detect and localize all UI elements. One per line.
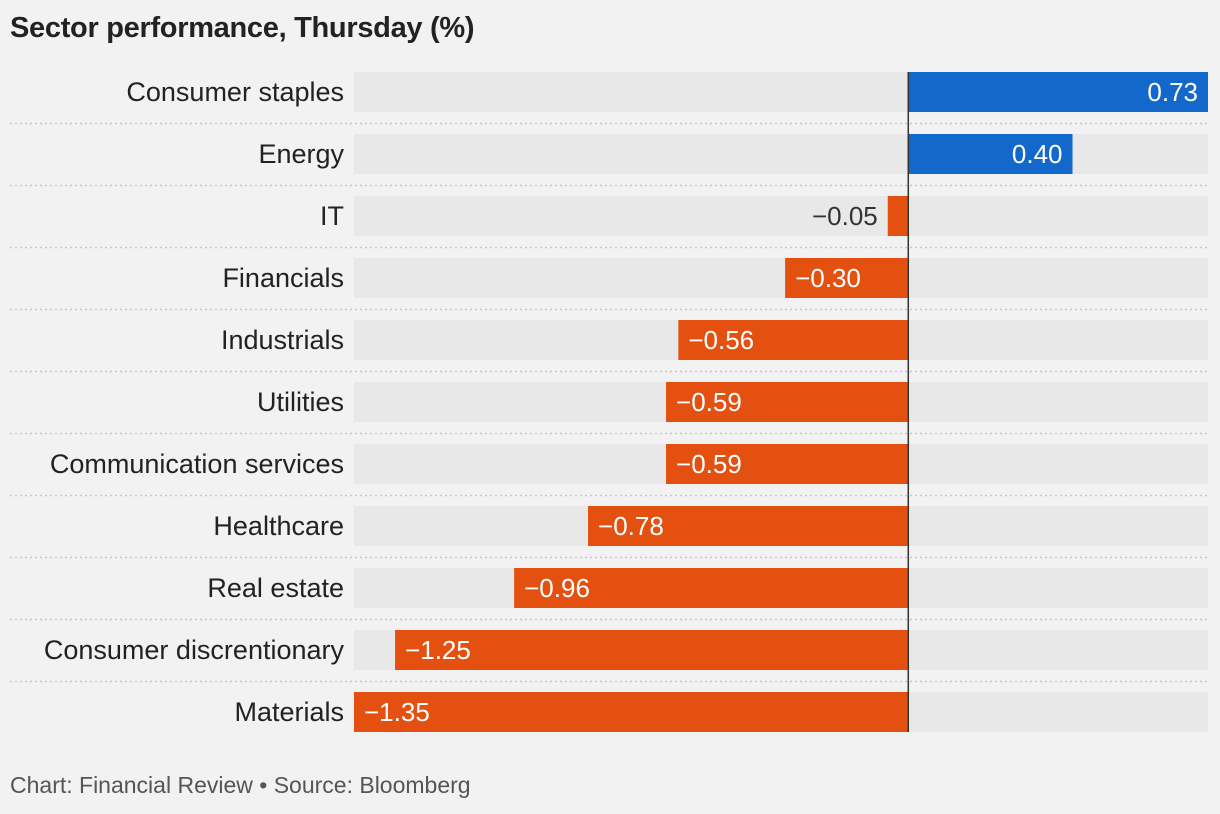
value-label: −1.35 — [364, 697, 430, 727]
value-label: −0.96 — [524, 573, 590, 603]
bar-row: Financials −0.30 — [10, 258, 1208, 311]
negative-bar — [514, 568, 909, 608]
value-label: −1.25 — [405, 635, 471, 665]
category-label: Utilities — [257, 387, 344, 417]
bar-row: Consumer discrentionary −1.25 — [10, 630, 1208, 683]
category-label: Energy — [258, 139, 344, 169]
category-label: IT — [320, 201, 344, 231]
bar-row: Energy 0.40 — [10, 134, 1208, 187]
negative-bar — [395, 630, 909, 670]
negative-bar — [588, 506, 909, 546]
value-label: −0.59 — [676, 387, 742, 417]
category-label: Industrials — [221, 325, 344, 355]
bar-row: Communication services −0.59 — [10, 444, 1208, 497]
chart-title: Sector performance, Thursday (%) — [10, 12, 475, 44]
negative-bar — [666, 382, 909, 422]
bar-row: Utilities −0.59 — [10, 382, 1208, 435]
value-label: −0.56 — [688, 325, 754, 355]
value-label: −0.05 — [812, 201, 878, 231]
negative-bar — [785, 258, 909, 298]
value-label: 0.73 — [1147, 77, 1198, 107]
value-label: −0.78 — [598, 511, 664, 541]
bar-track — [354, 134, 1208, 174]
positive-bar — [908, 134, 1073, 174]
value-label: −0.30 — [795, 263, 861, 293]
category-label: Real estate — [207, 573, 344, 603]
bar-track — [354, 196, 1208, 236]
bar-row: IT −0.05 — [10, 196, 1208, 249]
bar-track — [354, 258, 1208, 298]
negative-bar — [666, 444, 909, 484]
bar-row: Materials −1.35 — [234, 692, 1208, 732]
negative-bar — [887, 196, 909, 236]
value-label: 0.40 — [1012, 139, 1063, 169]
category-label: Materials — [234, 697, 344, 727]
category-label: Communication services — [50, 449, 344, 479]
value-label: −0.59 — [676, 449, 742, 479]
bar-row: Healthcare −0.78 — [10, 506, 1208, 559]
category-label: Financials — [222, 263, 344, 293]
negative-bar — [678, 320, 909, 360]
category-label: Consumer discrentionary — [44, 635, 345, 665]
chart-source-footer: Chart: Financial Review • Source: Bloomb… — [10, 772, 471, 798]
chart-rows: Consumer staples 0.73 Energy 0.40 IT −0.05 Fin… — [10, 72, 1208, 732]
positive-bar — [908, 72, 1208, 112]
bar-row: Real estate −0.96 — [10, 568, 1208, 621]
bar-row: Consumer staples 0.73 — [10, 72, 1208, 125]
category-label: Healthcare — [213, 511, 344, 541]
category-label: Consumer staples — [126, 77, 344, 107]
negative-bar — [354, 692, 909, 732]
bar-row: Industrials −0.56 — [10, 320, 1208, 373]
